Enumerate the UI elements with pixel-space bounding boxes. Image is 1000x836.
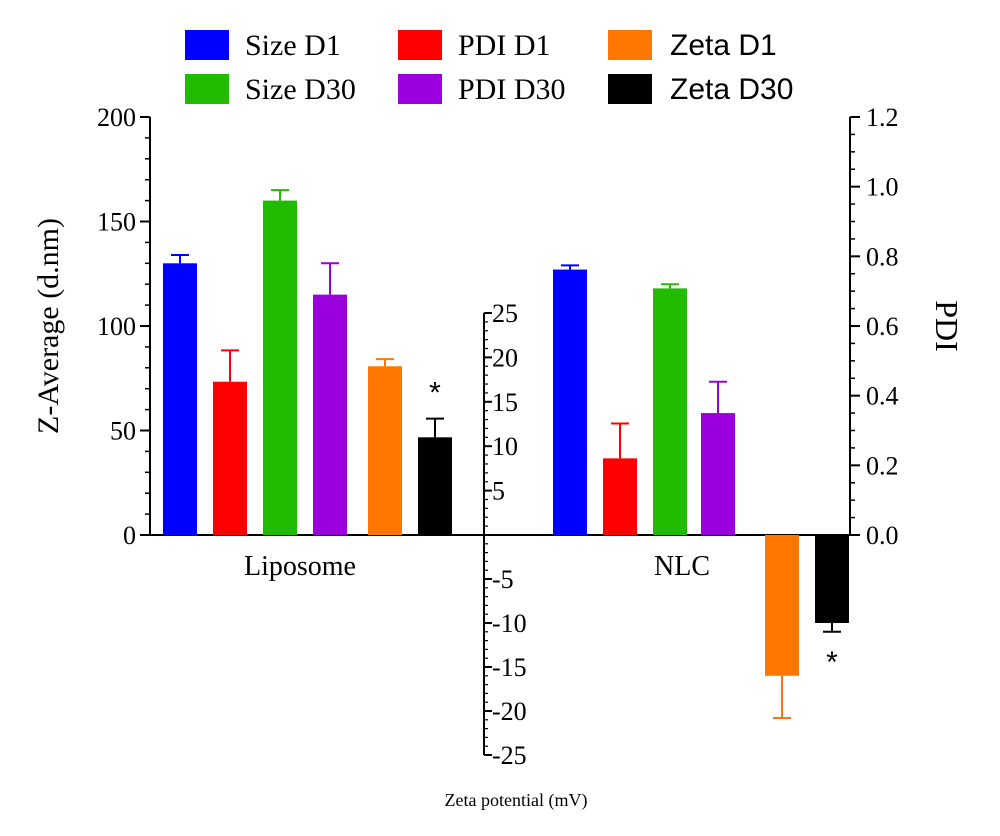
legend-label-size-d30: Size D30 [245, 73, 356, 106]
left-axis: Z-Average (d.nm) 0 50 100 150 200 [32, 103, 151, 550]
zeta-axis-tick-label: 15 [492, 388, 518, 417]
zeta-axis-tick-label: -5 [492, 565, 514, 594]
right-axis-tick-label: 0.0 [866, 521, 899, 550]
left-axis-tick-label: 0 [123, 521, 136, 550]
zeta-axis-tick-label: 10 [492, 432, 518, 461]
significance-marker: * [429, 377, 441, 410]
right-axis-tick-label: 1.2 [866, 103, 899, 132]
left-axis-tick-label: 200 [97, 103, 136, 132]
legend-swatch-zeta-d30 [608, 74, 652, 104]
right-axis-tick-label: 0.2 [866, 451, 899, 480]
zeta-axis-tick-label: -20 [492, 697, 527, 726]
zeta-axis-tick-label: -15 [492, 653, 527, 682]
left-axis-label: Z-Average (d.nm) [32, 218, 65, 434]
bar-nlc-pdi-d30 [701, 413, 735, 535]
bar-nlc-pdi-d1 [603, 458, 637, 535]
bar-liposome-pdi-d30 [313, 294, 347, 535]
bar-liposome-pdi-d1 [213, 381, 247, 535]
right-axis-tick-label: 0.8 [866, 242, 899, 271]
bar-nlc-size-d1 [553, 269, 587, 535]
bar-liposome-zeta-d30 [418, 437, 452, 535]
group-label-liposome: Liposome [244, 551, 356, 582]
legend-label-zeta-d1: Zeta D1 [670, 29, 777, 62]
left-axis-tick-label: 50 [110, 417, 136, 446]
legend-swatch-size-d30 [185, 74, 229, 104]
legend-label-zeta-d30: Zeta D30 [670, 73, 793, 106]
bar-nlc-size-d30 [653, 288, 687, 535]
bar-liposome-size-d30 [263, 200, 297, 535]
legend-label-pdi-d1: PDI D1 [458, 29, 551, 62]
zeta-axis-tick-label: 25 [492, 299, 518, 328]
zeta-axis-tick-label: -25 [492, 741, 527, 770]
significance-marker: * [826, 646, 838, 679]
legend-swatch-pdi-d1 [398, 30, 442, 60]
bars: ** [163, 189, 849, 720]
zeta-axis-label: Zeta potential (mV) [445, 790, 588, 811]
right-axis-tick-label: 0.4 [866, 382, 899, 411]
legend-swatch-size-d1 [185, 30, 229, 60]
right-axis-tick-label: 1.0 [866, 173, 899, 202]
right-axis-tick-label: 0.6 [866, 312, 899, 341]
legend: Size D1 PDI D1 Zeta D1 Size D30 PDI D30 … [185, 29, 793, 106]
right-axis: PDI 0.0 0.2 0.4 0.6 0.8 1.0 1.2 [849, 103, 965, 550]
zeta-axis-tick-label: 5 [492, 477, 505, 506]
left-axis-tick-label: 150 [97, 208, 136, 237]
zeta-axis-tick-label: -10 [492, 609, 527, 638]
bar-nlc-zeta-d30 [815, 535, 849, 623]
bar-liposome-zeta-d1 [368, 366, 402, 535]
zeta-axis-tick-label: 20 [492, 343, 518, 372]
legend-swatch-pdi-d30 [398, 74, 442, 104]
right-axis-label: PDI [929, 300, 965, 352]
bar-nlc-zeta-d1 [765, 535, 799, 676]
legend-label-pdi-d30: PDI D30 [458, 73, 566, 106]
group-label-nlc: NLC [654, 551, 710, 582]
bar-liposome-size-d1 [163, 263, 197, 535]
legend-label-size-d1: Size D1 [245, 29, 341, 62]
zeta-axis: Zeta potential (mV) 25 20 15 10 5 -5 -10 -15 -20… [445, 299, 588, 811]
legend-swatch-zeta-d1 [608, 30, 652, 60]
left-axis-tick-label: 100 [97, 312, 136, 341]
